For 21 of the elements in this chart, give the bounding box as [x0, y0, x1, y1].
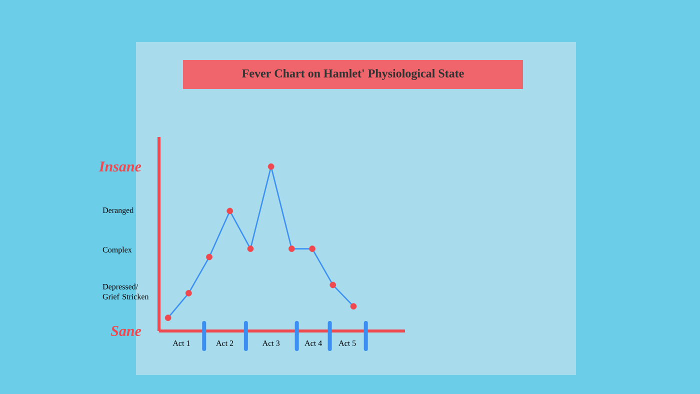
point	[247, 246, 254, 252]
point	[226, 208, 234, 214]
text: Sane	[110, 326, 142, 336]
point	[268, 163, 274, 170]
text: Complex	[102, 246, 132, 254]
chart-title: Fever Chart on Hamlet' Physiological State	[242, 69, 464, 80]
text: Act 3	[262, 340, 280, 346]
text: Deranged	[102, 207, 134, 215]
point	[288, 246, 295, 252]
text: Insane	[98, 162, 142, 172]
text: Depressed/ Grief Stricken	[102, 284, 149, 300]
point	[330, 282, 336, 288]
point	[350, 303, 357, 310]
text: Act 1	[172, 340, 190, 346]
point	[185, 290, 192, 296]
point	[206, 254, 212, 260]
point	[164, 314, 172, 322]
text: Act 4	[304, 340, 322, 346]
text: Act 2	[216, 340, 234, 346]
point	[309, 246, 316, 252]
text: Act 5	[338, 340, 356, 346]
